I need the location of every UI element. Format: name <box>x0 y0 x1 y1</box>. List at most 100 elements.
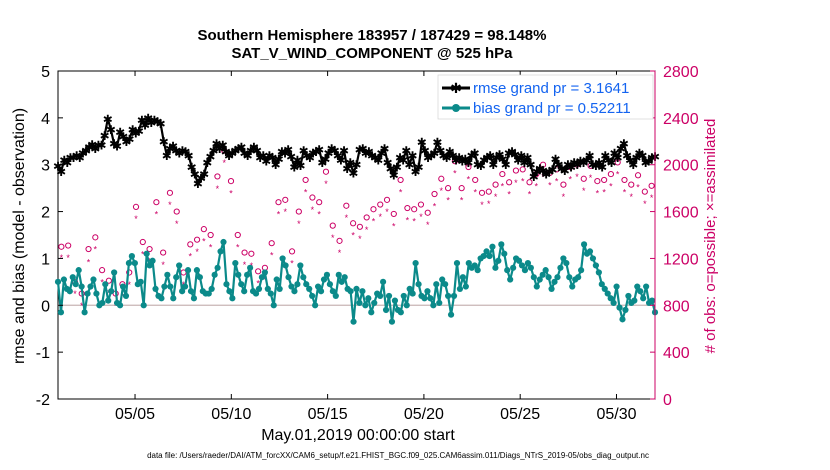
rmse-point: ✱ <box>448 149 458 163</box>
obs-assimilated-marker: * <box>609 181 613 191</box>
rmse-point: ✱ <box>541 168 551 182</box>
obs-assimilated-marker: * <box>453 169 457 179</box>
bias-point <box>108 288 115 295</box>
bias-point <box>545 274 552 281</box>
rmse-point: ✱ <box>69 151 79 165</box>
bias-point <box>285 274 292 281</box>
bias-point <box>427 295 434 302</box>
obs-possible-marker <box>153 199 160 206</box>
rmse-point: ✱ <box>246 144 256 158</box>
bias-point <box>81 309 88 316</box>
rmse-point: ✱ <box>97 139 107 153</box>
obs-assimilated-marker: * <box>555 177 559 187</box>
obs-assimilated-marker: * <box>426 220 430 230</box>
bias-point <box>557 264 564 271</box>
bias-point <box>515 257 523 264</box>
obs-assimilated-marker: * <box>290 259 294 269</box>
rmse-point: ✱ <box>594 156 604 170</box>
right-y-axis-label: # of obs: o=possible; ×=assimilated <box>702 119 719 354</box>
rmse-point: ✱ <box>162 149 172 163</box>
rmse-point: ✱ <box>435 144 445 158</box>
rmse-point: ✱ <box>330 144 340 158</box>
obs-assimilated-marker: * <box>351 231 355 241</box>
rmse-point: ✱ <box>221 145 231 159</box>
obs-possible-marker <box>383 196 391 203</box>
rmse-point: ✱ <box>519 156 529 170</box>
bias-point <box>102 281 109 288</box>
bias-point <box>486 252 493 260</box>
obs-assimilated-marker: * <box>582 186 586 196</box>
bias-point <box>622 306 629 314</box>
obs-assimilated-marker: * <box>636 183 640 193</box>
obs-assimilated-marker: * <box>66 253 70 263</box>
bias-point <box>57 309 65 316</box>
obs-assimilated-marker: * <box>202 236 206 246</box>
bias-point <box>631 297 638 304</box>
rmse-point: ✱ <box>467 149 477 163</box>
bias-point <box>196 274 203 281</box>
obs-assimilated-marker: * <box>209 242 213 252</box>
rmse-point: ✱ <box>218 139 228 153</box>
obs-assimilated-marker: * <box>575 172 579 182</box>
bias-point <box>320 276 328 283</box>
bias-point <box>170 295 177 302</box>
obs-possible-marker <box>363 214 370 221</box>
left-y-tick-label: 0 <box>41 298 50 315</box>
obs-assimilated-marker: * <box>412 217 416 227</box>
obs-possible-marker <box>309 194 316 201</box>
bias-point <box>542 267 549 274</box>
obs-possible-marker <box>519 166 526 173</box>
obs-assimilated-marker: * <box>467 174 471 184</box>
rmse-point: ✱ <box>544 165 554 179</box>
bias-point <box>575 274 582 281</box>
rmse-point: ✱ <box>137 114 147 128</box>
obs-assimilated-marker: * <box>616 170 620 180</box>
bias-point <box>563 260 570 267</box>
plot-area <box>57 70 656 400</box>
obs-possible-marker <box>485 188 492 195</box>
rmse-point: ✱ <box>302 149 312 163</box>
bias-point <box>291 288 298 295</box>
obs-assimilated-marker: * <box>480 200 484 210</box>
bias-point <box>326 281 334 288</box>
obs-possible-marker <box>139 238 146 246</box>
obs-possible-marker <box>166 189 174 196</box>
obs-assimilated-marker: * <box>114 301 118 311</box>
bias-point <box>409 290 416 297</box>
bias-point <box>424 288 431 295</box>
bias-point <box>379 278 387 285</box>
bias-point <box>125 260 133 267</box>
obs-possible-marker <box>390 210 397 218</box>
rmse-point: ✱ <box>84 140 94 154</box>
obs-possible-marker <box>601 176 608 184</box>
rmse-point: ✱ <box>156 117 166 131</box>
obs-assimilated-marker: * <box>446 195 450 205</box>
rmse-point: ✱ <box>152 115 162 129</box>
rmse-point: ✱ <box>361 147 371 161</box>
bias-point <box>433 281 440 288</box>
obs-possible-marker <box>560 181 567 188</box>
bias-point <box>143 250 150 257</box>
left-y-tick-label: -1 <box>36 345 50 362</box>
rmse-point: ✱ <box>351 158 361 172</box>
obs-possible-marker <box>329 222 336 229</box>
x-axis-ticks: 05/05 05/10 05/15 05/20 05/25 05/30 <box>115 71 637 423</box>
rmse-point: ✱ <box>333 149 343 163</box>
obs-assimilated-marker: * <box>304 187 308 197</box>
obs-possible-marker <box>370 206 377 213</box>
rmse-point: ✱ <box>625 154 635 168</box>
bias-point <box>167 283 174 290</box>
rmse-point: ✱ <box>582 154 592 168</box>
obs-possible-marker <box>641 188 648 195</box>
bias-point <box>312 302 319 309</box>
rmse-point: ✱ <box>264 149 274 163</box>
right-y-tick-label: 2000 <box>663 158 699 175</box>
x-axis-label: May.01,2019 00:00:00 start <box>261 427 455 444</box>
chart-title-line1: Southern Hemisphere 183957 / 187429 = 98… <box>198 27 547 44</box>
bias-point <box>176 262 183 269</box>
obs-possible-marker <box>65 242 72 249</box>
obs-assimilated-marker: * <box>236 242 240 252</box>
rmse-point: ✱ <box>233 142 243 156</box>
bias-point <box>580 241 588 248</box>
obs-assimilated-marker: * <box>256 279 260 289</box>
